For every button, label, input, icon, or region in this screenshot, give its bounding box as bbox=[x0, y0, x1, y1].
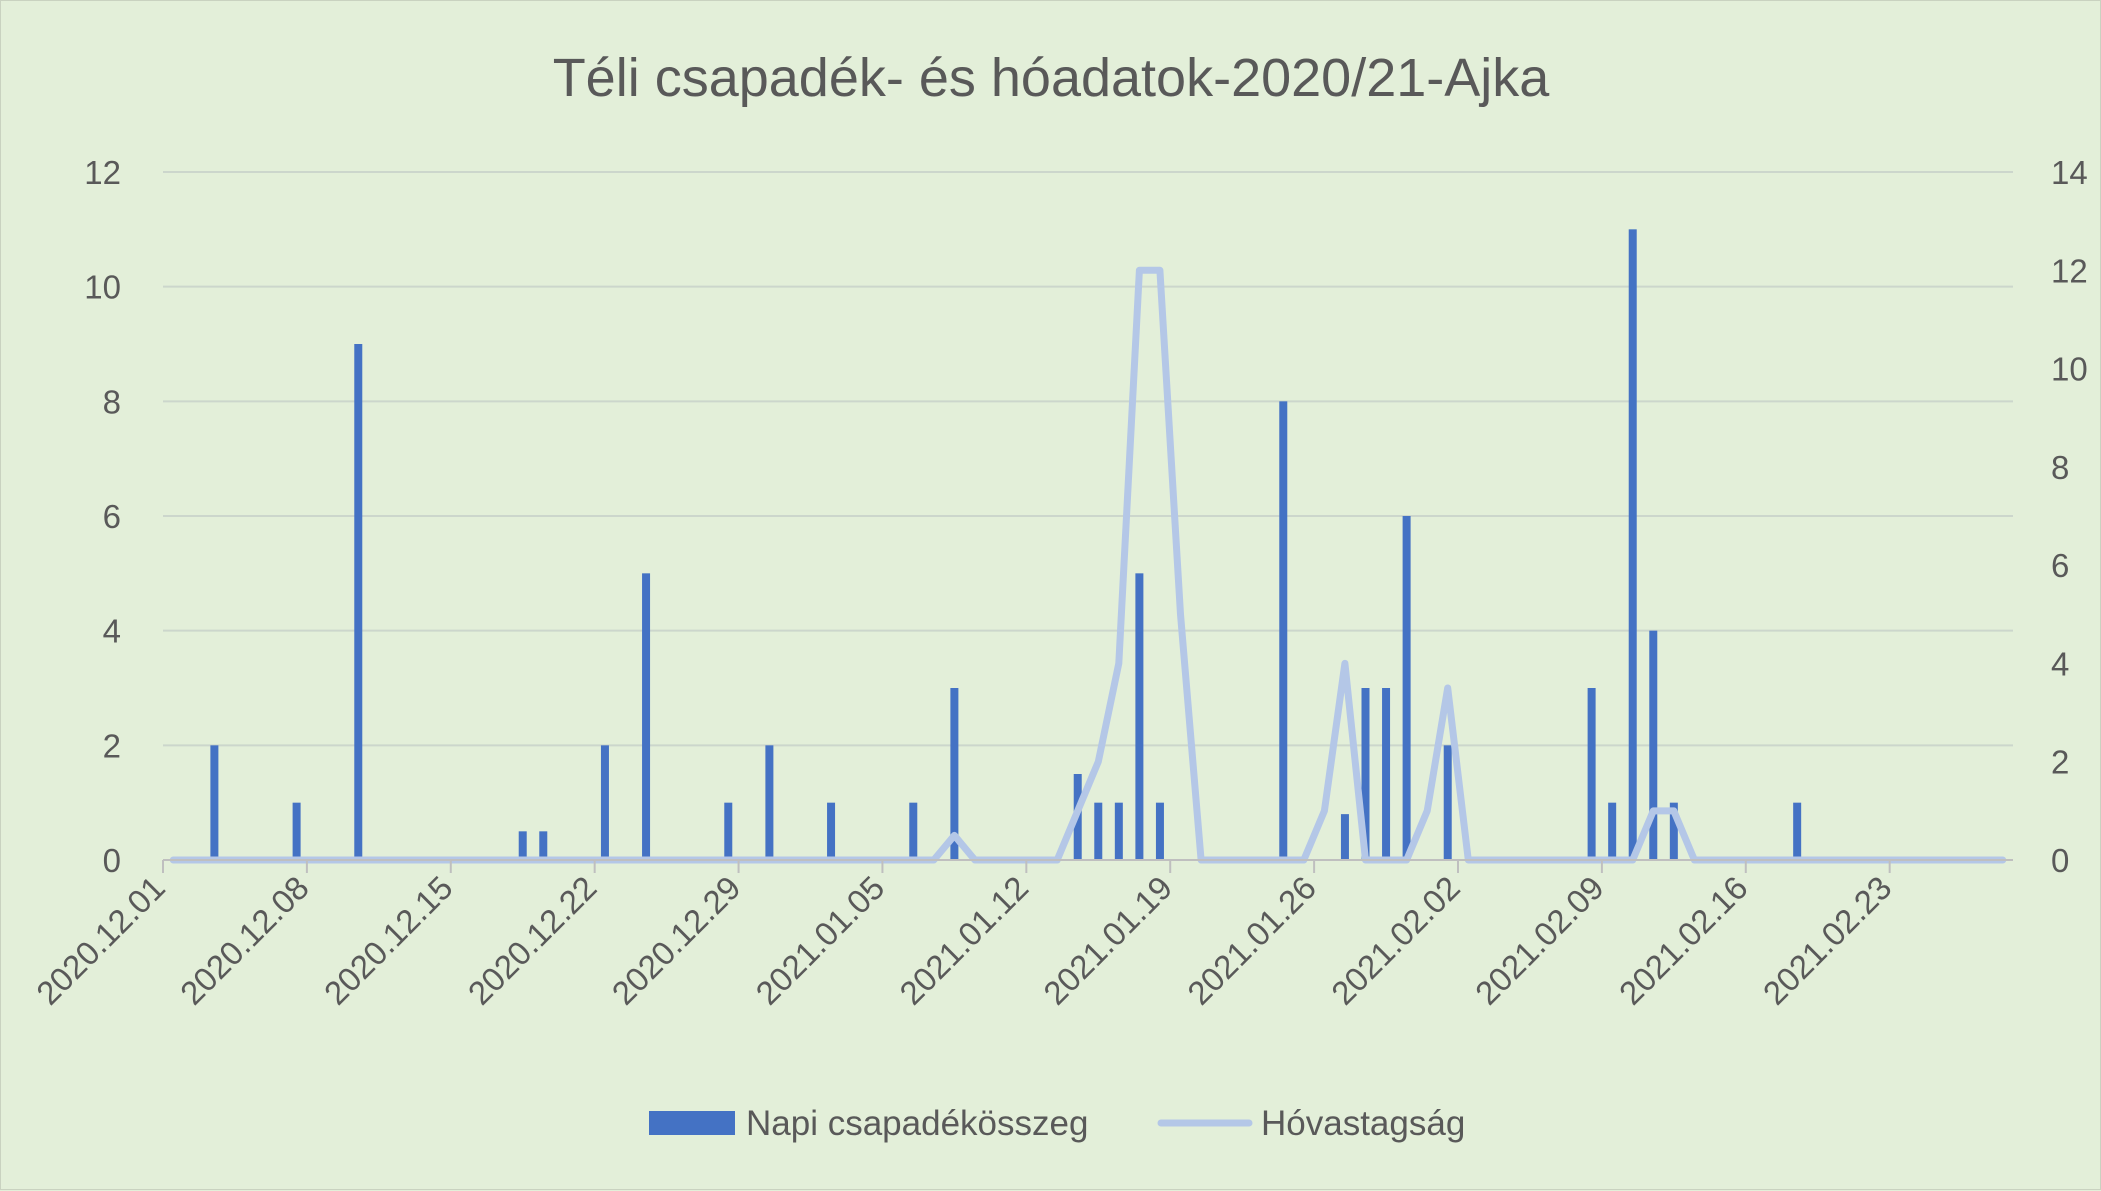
x-tick-label: 2020.12.29 bbox=[605, 869, 748, 1012]
y-right-tick-label: 6 bbox=[2051, 547, 2069, 584]
precip-bar bbox=[1793, 802, 1802, 860]
precip-bar bbox=[600, 745, 609, 860]
precip-bar bbox=[1402, 516, 1411, 860]
y-left-tick-label: 10 bbox=[84, 269, 121, 306]
precip-bar bbox=[1382, 688, 1391, 860]
precip-bar bbox=[518, 831, 527, 860]
legend-bar-swatch bbox=[649, 1111, 735, 1135]
y-right-tick-label: 2 bbox=[2051, 744, 2069, 781]
x-tick-label: 2021.01.05 bbox=[748, 869, 891, 1012]
x-tick-label: 2020.12.01 bbox=[29, 869, 172, 1012]
snow-depth-line bbox=[169, 266, 2007, 864]
precip-bar bbox=[1094, 802, 1103, 860]
y-left-tick-label: 4 bbox=[103, 613, 121, 650]
precip-bar bbox=[354, 344, 363, 860]
precip-bar bbox=[724, 802, 733, 860]
precip-bar bbox=[1279, 401, 1288, 860]
precip-bar bbox=[1114, 802, 1123, 860]
y-axis-right: 0 2 4 6 8 10 12 14 bbox=[2051, 154, 2088, 879]
precip-bar bbox=[1669, 802, 1678, 860]
y-right-tick-label: 12 bbox=[2051, 252, 2088, 289]
precip-bar bbox=[1649, 630, 1658, 860]
x-tick-label: 2021.02.09 bbox=[1468, 869, 1611, 1012]
x-axis: 2020.12.01 2020.12.08 2020.12.15 2020.12.22… bbox=[29, 859, 2013, 1012]
y-axis-left: 0 2 4 6 8 10 12 bbox=[84, 154, 121, 879]
precip-bar bbox=[1628, 229, 1637, 861]
x-tick-label: 2021.01.12 bbox=[892, 869, 1035, 1012]
x-tick-label: 2020.12.08 bbox=[173, 869, 316, 1012]
y-right-tick-label: 0 bbox=[2051, 842, 2069, 879]
precip-bar bbox=[950, 688, 959, 860]
precip-bar bbox=[210, 745, 219, 860]
x-tick-label: 2021.01.26 bbox=[1180, 869, 1323, 1012]
precip-bar bbox=[1608, 802, 1617, 860]
y-left-tick-label: 2 bbox=[103, 727, 121, 764]
y-right-tick-label: 4 bbox=[2051, 645, 2069, 682]
y-left-tick-label: 0 bbox=[103, 842, 121, 879]
precip-bar bbox=[539, 831, 548, 860]
gridlines bbox=[163, 171, 2013, 861]
x-tick-label: 2021.02.23 bbox=[1756, 869, 1899, 1012]
precip-bar bbox=[642, 573, 651, 860]
y-right-tick-label: 14 bbox=[2051, 154, 2088, 191]
precip-bar bbox=[1340, 814, 1349, 860]
y-left-tick-label: 12 bbox=[84, 154, 121, 191]
precip-bar bbox=[1135, 573, 1144, 860]
precip-bar bbox=[1361, 688, 1370, 860]
y-left-tick-label: 8 bbox=[103, 383, 121, 420]
precip-bar bbox=[827, 802, 836, 860]
y-right-tick-label: 10 bbox=[2051, 351, 2088, 388]
precip-bar bbox=[1587, 688, 1596, 860]
x-tick-label: 2021.02.16 bbox=[1612, 869, 1755, 1012]
x-tick-label: 2020.12.15 bbox=[317, 869, 460, 1012]
precip-bar bbox=[1155, 802, 1164, 860]
x-tick-label: 2021.02.02 bbox=[1324, 869, 1467, 1012]
x-tick-label: 2020.12.22 bbox=[461, 869, 604, 1012]
precip-bar bbox=[909, 802, 918, 860]
x-tick-label: 2021.01.19 bbox=[1036, 869, 1179, 1012]
legend-line-label: Hóvastagság bbox=[1261, 1104, 1465, 1143]
precip-bar bbox=[1443, 745, 1452, 860]
y-left-tick-label: 6 bbox=[103, 498, 121, 535]
y-right-tick-label: 8 bbox=[2051, 449, 2069, 486]
precip-bar bbox=[765, 745, 774, 860]
bar-series bbox=[210, 229, 1802, 861]
chart-title: Téli csapadék- és hóadatok-2020/21-Ajka bbox=[553, 48, 1551, 108]
legend: Napi csapadékösszeg Hóvastagság bbox=[649, 1104, 1465, 1143]
precip-bar bbox=[292, 802, 301, 860]
line-series bbox=[169, 266, 2007, 864]
legend-bar-label: Napi csapadékösszeg bbox=[746, 1104, 1088, 1143]
